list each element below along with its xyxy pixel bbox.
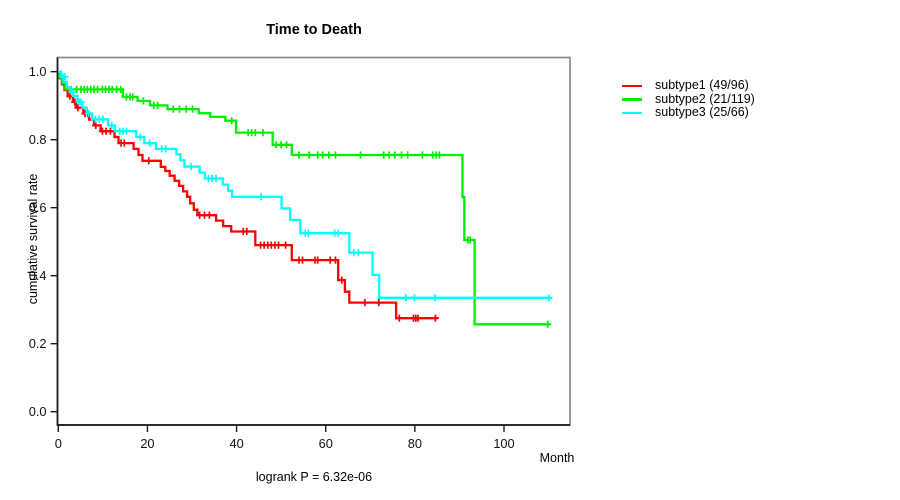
- x-tick-label: 100: [493, 436, 514, 451]
- plot-frame: [56, 56, 571, 426]
- x-tick-label: 60: [319, 436, 333, 451]
- x-tick-label: 80: [408, 436, 422, 451]
- axis-lines: [56, 57, 570, 426]
- legend-label: subtype3 (25/66): [655, 105, 749, 120]
- logrank-annotation: logrank P = 6.32e-06: [255, 470, 373, 484]
- survival-curve-subtype1: [58, 70, 438, 320]
- y-tick-label: 0.2: [29, 336, 47, 351]
- survival-curve-subtype3: [58, 70, 552, 299]
- censor-marks-subtype2: [67, 85, 552, 328]
- legend-item-subtype1: subtype1 (49/96): [622, 78, 755, 93]
- legend-line-swatch: [622, 84, 642, 88]
- y-tick-label: 0.6: [29, 200, 47, 215]
- legend: subtype1 (49/96) subtype2 (21/119) subtype…: [622, 78, 755, 120]
- censor-marks-subtype1: [66, 92, 439, 322]
- x-axis-label: Month: [539, 451, 575, 465]
- legend-item-subtype3: subtype3 (25/66): [622, 106, 755, 120]
- y-tick-label: 1.0: [29, 64, 47, 79]
- legend-line-swatch: [622, 111, 642, 115]
- survival-curve-subtype2: [58, 70, 550, 326]
- y-tick-label: 0.4: [29, 268, 47, 283]
- chart-title: Time to Death: [266, 22, 362, 38]
- y-axis-label: cumulative survival rate: [26, 173, 40, 305]
- y-tick-label: 0.8: [29, 132, 47, 147]
- x-tick-label: 0: [55, 436, 62, 451]
- legend-item-subtype2: subtype2 (21/119): [622, 91, 755, 107]
- legend-line-swatch: [622, 98, 642, 101]
- y-tick-label: 0.0: [29, 404, 47, 419]
- x-tick-label: 20: [140, 436, 154, 451]
- legend-label: subtype2 (21/119): [655, 91, 755, 106]
- x-tick-label: 40: [229, 436, 243, 451]
- censor-marks-subtype3: [59, 73, 553, 302]
- legend-label: subtype1 (49/96): [655, 78, 749, 92]
